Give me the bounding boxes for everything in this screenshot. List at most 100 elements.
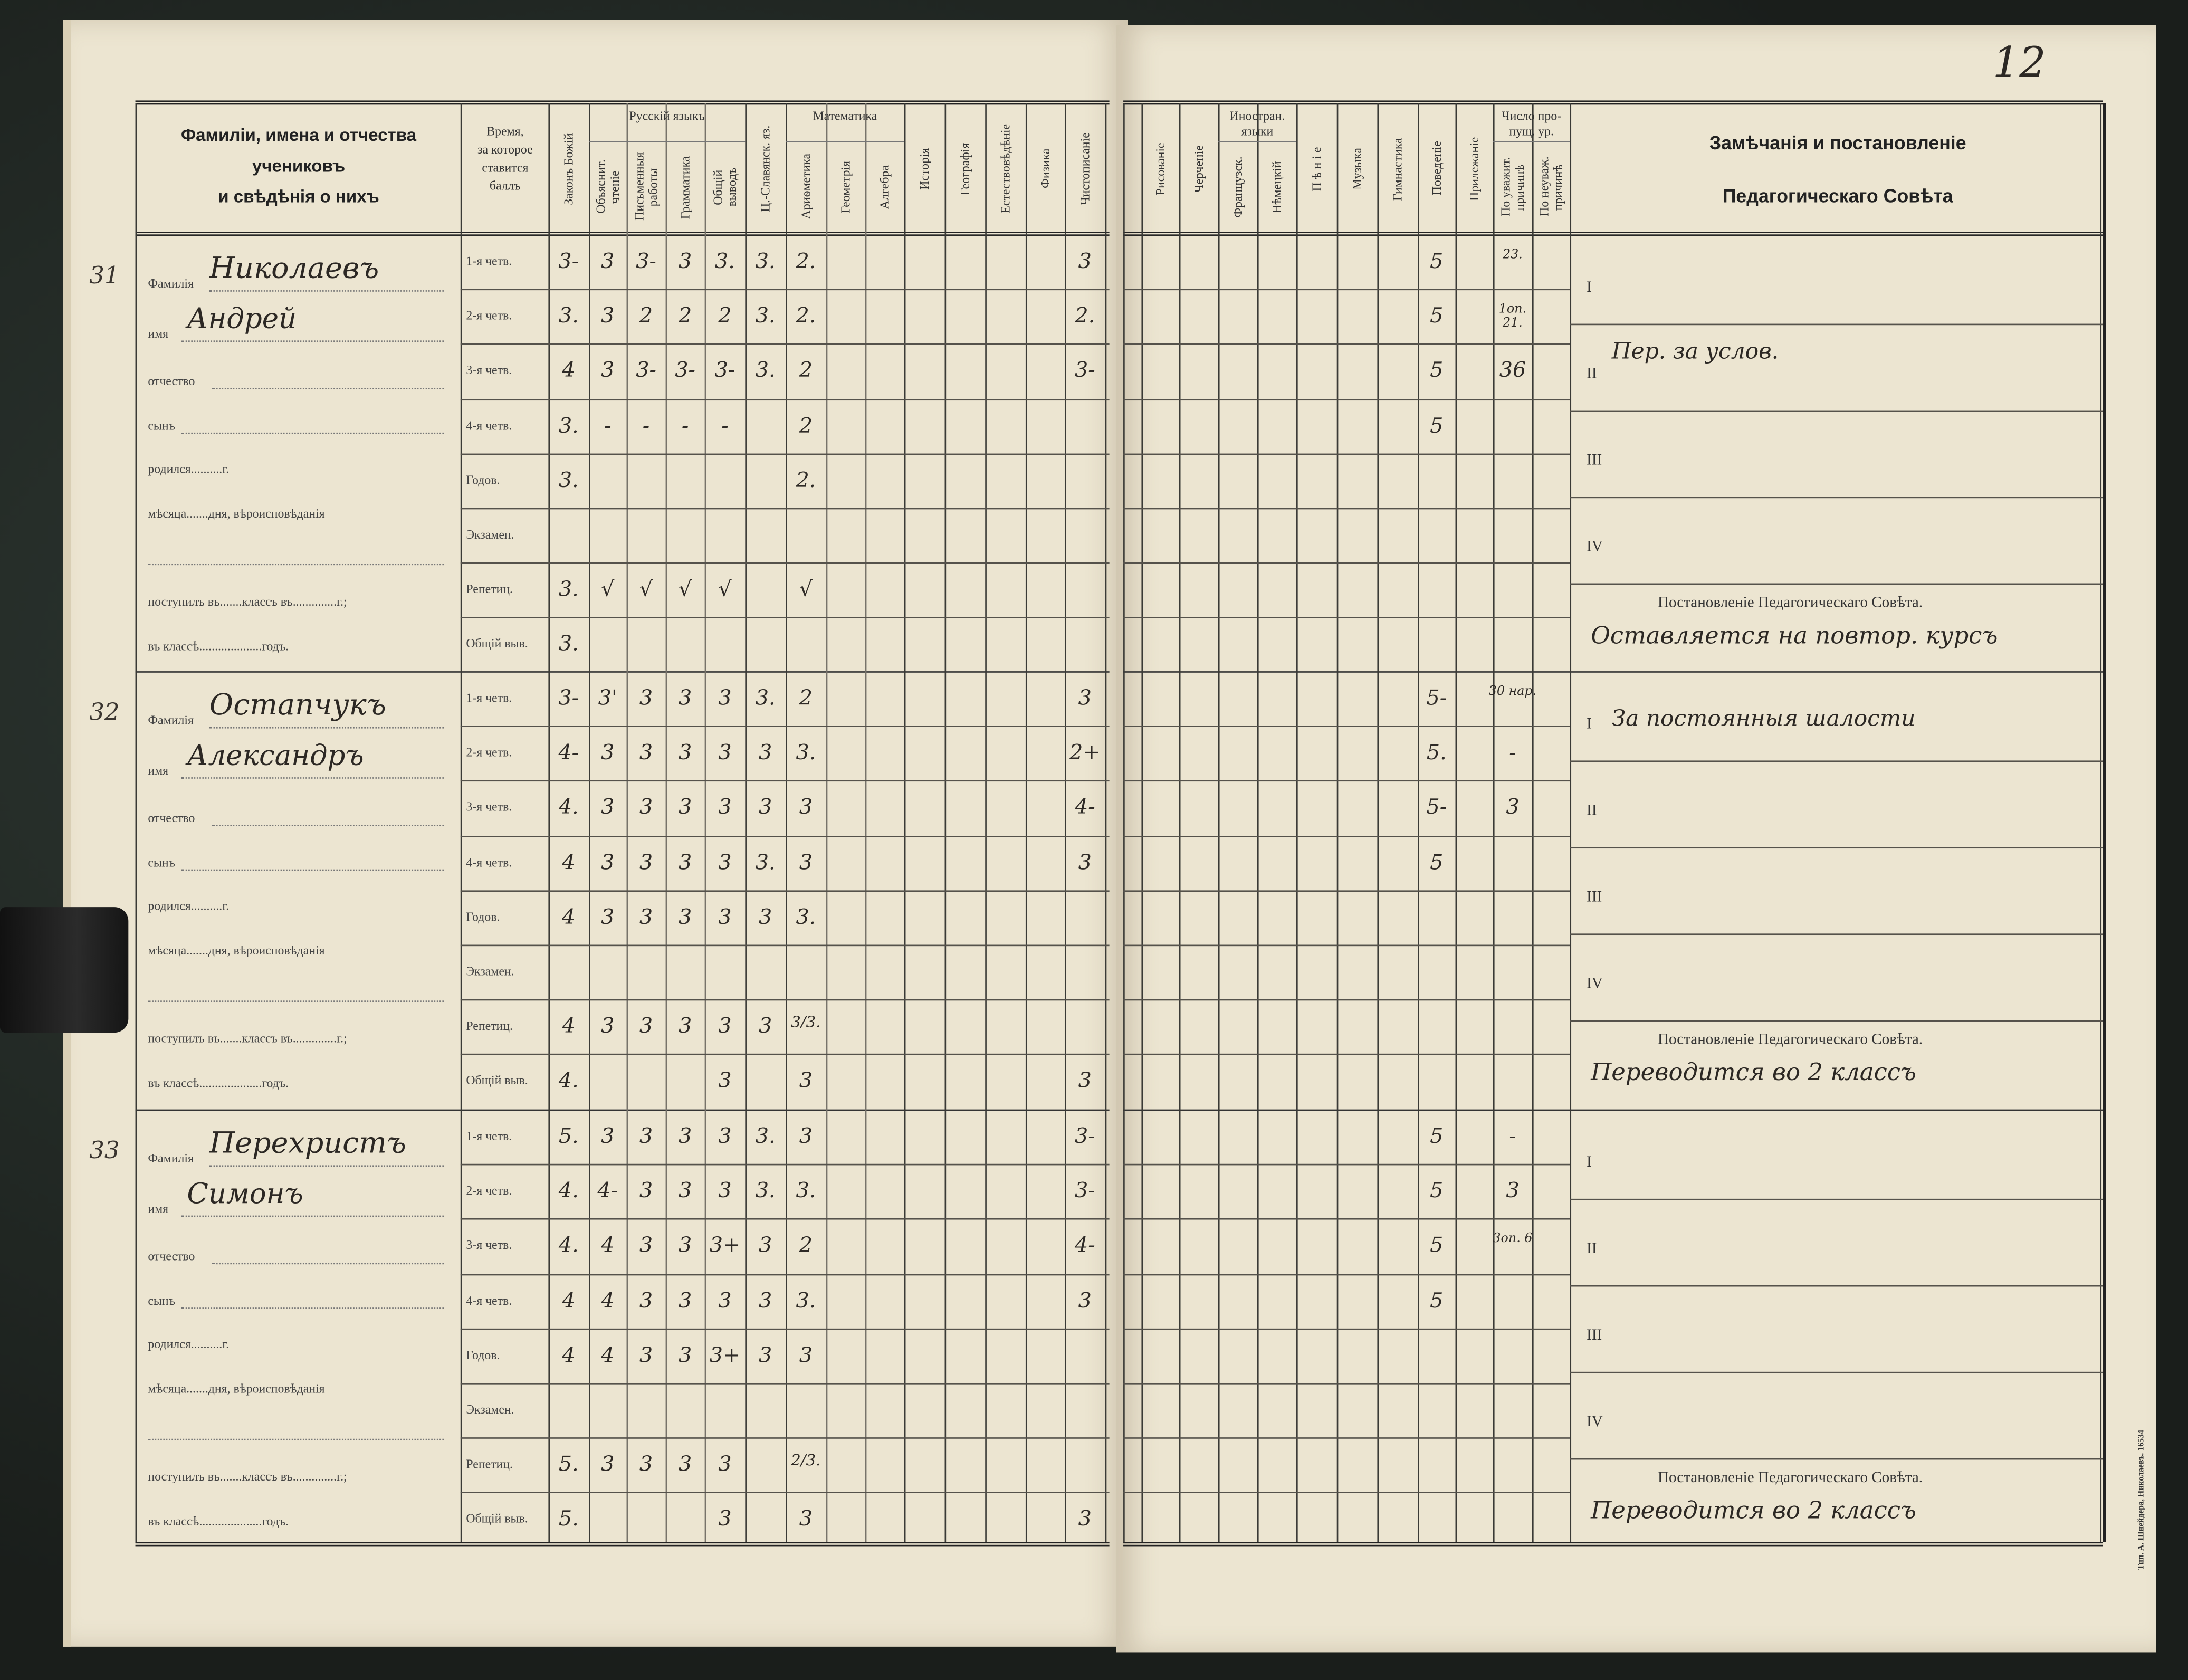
form-label-patronymic: отчество [148,1249,195,1263]
grade-cell: 4. [558,1233,579,1258]
period-label: Экзамен. [466,527,514,542]
row-rule [1123,508,1570,510]
grade-cell: 3. [755,685,776,711]
grade-cell: 5 [1430,849,1444,875]
absences-group-header: Число про- пущ. ур. [1502,109,1562,138]
row-rule [1123,343,1570,346]
grade-cell: 3- [675,358,695,383]
grade-cell: 3 [1078,849,1092,875]
form-label-in_class: въ классѣ....................годъ. [148,1514,289,1529]
form-dotted-line [209,1165,444,1167]
resolution-text: Переводится во 2 классъ [1591,1059,1916,1087]
form-label-in_class: въ классѣ....................годъ. [148,1076,289,1090]
subject-header-16: Французск. [1230,156,1245,218]
period-label: 1-я четв. [466,254,512,268]
column-rule [1455,103,1457,1542]
form-dotted-line [181,1215,444,1217]
resolution-label: Постановленіе Педагогическаго Совѣта. [1658,594,1923,612]
grade-cell: 2+ [1069,740,1101,765]
period-label: Экзамен. [466,964,514,979]
group-underline [589,141,746,142]
grade-cell: 4- [1074,794,1095,820]
form-dotted-line [181,777,444,779]
grade-cell: 2 [799,358,813,383]
row-rule [1123,780,1570,782]
form-label-name: имя [148,763,169,778]
grade-cell: 4. [558,1178,579,1204]
grade-cell: 5 [1430,412,1444,438]
grade-cell: 3 [601,248,615,274]
grade-cell: 3 [639,1123,653,1149]
row-rule [460,726,1110,728]
grade-cell: 3 [1078,1506,1092,1532]
subject-header-19: Музыка [1350,148,1364,190]
subject-header-1: Объяснит. чтеніе [594,160,622,214]
remarks-header: Педагогическаго Совѣта [1722,185,1953,207]
subject-header-24: По неуваж. причинѣ [1537,157,1565,217]
grade-cell: 3 [718,1123,732,1149]
header-bottom-rule [1123,232,2103,236]
row-rule [1123,562,1570,564]
period-label: 2-я четв. [466,308,512,323]
column-rule [1418,103,1419,1542]
grade-cell: 3- [1074,1178,1095,1204]
grade-cell: 5. [558,1506,579,1532]
subject-header-2: Письменныя работы [632,152,660,222]
row-rule [460,508,1110,510]
form-label-surname: Фамилія [148,1151,194,1166]
grade-cell: 3+ [709,1342,741,1368]
subject-header-12: Физика [1038,149,1053,189]
period-label: Репетиц. [466,1019,513,1033]
grade-cell: 3 [678,1123,692,1149]
form-dotted-line [181,1307,444,1309]
student-number: 31 [89,262,120,291]
row-rule [460,1437,1110,1439]
period-label: 3-я четв. [466,800,512,814]
column-rule [548,103,550,1542]
quarter-numeral: II [1587,365,1597,383]
grade-cell: 3 [1506,1178,1520,1204]
grade-cell: 3. [755,849,776,875]
remark-rule [1570,760,2103,762]
grade-cell: 4- [1074,1233,1095,1258]
remark-rule [1570,933,2103,936]
grade-cell: 3 [639,1233,653,1258]
group-underline [1493,141,1570,142]
remark-rule [1570,583,2103,585]
grade-cell: 23. [1502,248,1523,263]
form-dotted-line [148,1438,444,1440]
form-label-son: сынъ [148,1293,175,1308]
form-dotted-line [181,869,444,871]
resolution-text: Оставляется на повтор. курсъ [1591,622,1998,651]
subject-header-18: П ѣ н і е [1310,147,1324,191]
grade-cell: 3 [718,1506,732,1532]
grade-cell: 3оп. 6 [1493,1233,1533,1247]
form-dotted-line [212,825,444,826]
grade-cell: 3 [799,1342,813,1368]
column-rule [1064,103,1066,1542]
subject-header-20: Гимнастика [1390,137,1404,201]
remarks-header: Замѣчанія и постановленіе [1709,132,1966,154]
row-rule [1123,944,1570,947]
grade-cell: 3 [1078,248,1092,274]
grade-cell: 5- [1426,685,1447,711]
column-rule [460,103,462,1542]
grade-cell: 3 [1078,1287,1092,1313]
form-label-born: родился..........г. [148,462,230,476]
row-rule [460,944,1110,947]
subject-header-8: Алгебра [877,165,892,209]
grade-cell: 4 [562,1342,576,1368]
row-rule [460,289,1110,291]
quarter-numeral: II [1587,802,1597,819]
grade-cell: 5 [1430,303,1444,329]
student-number: 32 [89,699,120,727]
row-rule [460,453,1110,455]
period-label: Экзамен. [466,1402,514,1417]
column-rule [1105,103,1107,1542]
grade-cell: 4 [562,1287,576,1313]
form-label-patronymic: отчество [148,374,195,388]
form-label-son: сынъ [148,418,175,433]
student-surname: Остапчукъ [209,688,386,722]
